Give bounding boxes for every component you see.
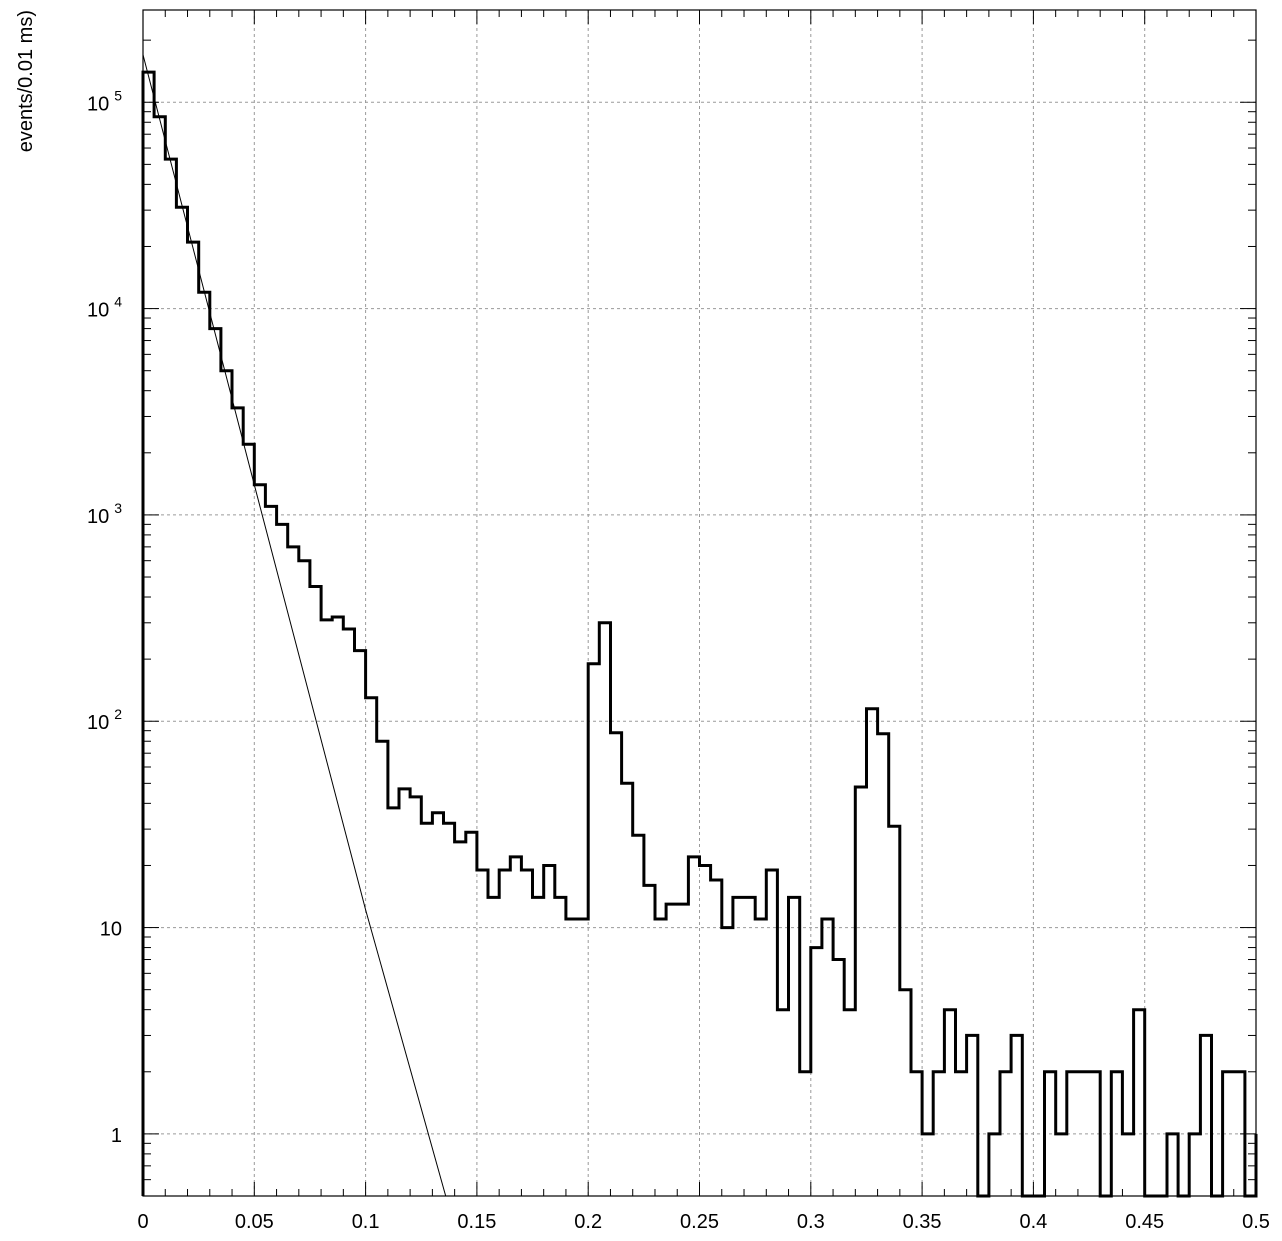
y-tick-exponent: 5 — [114, 87, 122, 103]
y-tick-labels: 1 10 10 2 10 3 10 4 10 5 — [87, 87, 122, 1147]
y-tick-label: 10 — [100, 919, 122, 941]
x-tick-label: 0.1 — [352, 1211, 380, 1233]
y-tick-exponent: 2 — [114, 706, 122, 722]
y-tick-label: 10 5 — [87, 87, 122, 115]
y-tick-base: 10 — [87, 712, 109, 734]
y-tick-label: 10 4 — [87, 294, 122, 322]
y-tick-label: 10 2 — [87, 706, 122, 734]
grid — [143, 10, 1256, 1196]
y-tick-base: 10 — [87, 300, 109, 322]
y-tick-exponent: 4 — [114, 294, 122, 310]
histogram-steps — [141, 70, 1258, 1198]
axis-ticks — [142, 10, 1257, 1197]
x-tick-label: 0.15 — [457, 1211, 496, 1233]
histogram-series — [141, 70, 1258, 1198]
y-tick-exponent: 3 — [114, 500, 122, 516]
x-tick-label: 0.35 — [903, 1211, 942, 1233]
x-tick-label: 0.5 — [1242, 1211, 1270, 1233]
x-tick-labels: 0 0.05 0.1 0.15 0.2 0.25 0.3 0.35 0.4 0.45 0.5 — [137, 1211, 1269, 1233]
x-tick-label: 0.3 — [797, 1211, 825, 1233]
x-tick-label: 0.25 — [680, 1211, 719, 1233]
y-axis-title: events/0.01 ms) — [15, 10, 37, 152]
y-tick-base: 10 — [100, 919, 122, 941]
x-tick-label: 0.4 — [1019, 1211, 1047, 1233]
x-tick-label: 0.2 — [574, 1211, 602, 1233]
y-tick-base: 10 — [87, 93, 109, 115]
x-tick-label: 0.45 — [1125, 1211, 1164, 1233]
y-tick-base: 1 — [111, 1125, 122, 1147]
y-tick-label: 10 3 — [87, 500, 122, 528]
x-tick-label: 0 — [137, 1211, 148, 1233]
y-tick-base: 10 — [87, 506, 109, 528]
y-tick-label: 1 — [111, 1125, 122, 1147]
x-tick-label: 0.05 — [235, 1211, 274, 1233]
